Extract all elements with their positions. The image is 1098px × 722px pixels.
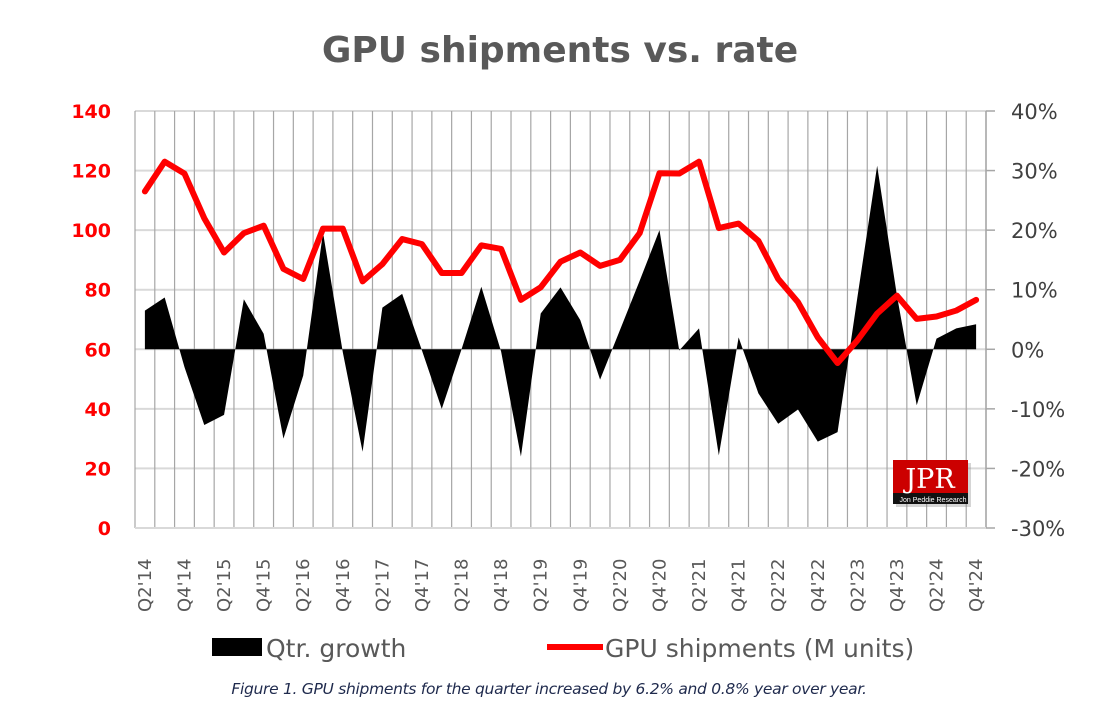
x-tick-label: Q2'20 bbox=[610, 559, 631, 612]
left-tick-label: 80 bbox=[85, 280, 111, 302]
x-tick-label: Q2'14 bbox=[135, 559, 156, 612]
gridlines bbox=[134, 110, 987, 529]
chart-title: GPU shipments vs. rate bbox=[322, 30, 798, 71]
jpr-logo: JPR Jon Peddie Research bbox=[893, 460, 971, 507]
x-tick-label: Q4'22 bbox=[808, 559, 829, 612]
left-axis-ticks: 0 20 40 60 80 100 120 140 bbox=[71, 101, 111, 540]
jpr-logo-subtext: Jon Peddie Research bbox=[900, 497, 967, 504]
qtr-growth-area-layer bbox=[144, 165, 977, 457]
x-tick-label: Q2'22 bbox=[768, 559, 789, 612]
left-tick-label: 100 bbox=[71, 220, 111, 242]
right-tick-label: 40% bbox=[1011, 100, 1058, 124]
right-tick-label: -10% bbox=[1011, 398, 1065, 422]
left-tick-label: 60 bbox=[85, 339, 111, 361]
x-tick-label: Q4'15 bbox=[254, 559, 275, 612]
legend: Qtr. growth GPU shipments (M units) bbox=[212, 634, 914, 663]
x-tick-label: Q2'21 bbox=[689, 559, 710, 612]
x-tick-label: Q2'17 bbox=[372, 559, 393, 612]
x-tick-label: Q4'24 bbox=[966, 559, 987, 612]
legend-label-qtr-growth: Qtr. growth bbox=[266, 634, 406, 663]
right-tick-label: 10% bbox=[1011, 279, 1058, 303]
shipments-line-layer bbox=[141, 158, 980, 366]
left-tick-label: 20 bbox=[85, 458, 111, 480]
right-tick-label: 20% bbox=[1011, 219, 1058, 243]
left-tick-label: 120 bbox=[71, 161, 111, 183]
qtr-growth-area bbox=[144, 165, 977, 457]
right-tick-label: -20% bbox=[1011, 457, 1065, 481]
x-tick-label: Q2'23 bbox=[847, 559, 868, 612]
x-tick-label: Q4'23 bbox=[887, 559, 908, 612]
x-tick-label: Q4'19 bbox=[570, 559, 591, 612]
jpr-logo-red bbox=[893, 460, 968, 493]
x-tick-label: Q4'17 bbox=[412, 559, 433, 612]
legend-swatch-qtr-growth bbox=[212, 638, 262, 656]
jpr-logo-text: JPR bbox=[902, 464, 955, 495]
x-tick-label: Q2'19 bbox=[531, 559, 552, 612]
x-tick-label: Q4'21 bbox=[729, 559, 750, 612]
x-tick-label: Q4'18 bbox=[491, 559, 512, 612]
right-axis-ticks: -30% -20% -10% 0% 10% 20% 30% 40% bbox=[986, 100, 1065, 541]
legend-label-shipments: GPU shipments (M units) bbox=[605, 634, 914, 663]
left-tick-label: 0 bbox=[98, 518, 111, 540]
x-tick-label: Q2'16 bbox=[293, 559, 314, 612]
left-tick-label: 40 bbox=[85, 399, 111, 421]
left-tick-label: 140 bbox=[71, 101, 111, 123]
jpr-logo-black bbox=[893, 493, 968, 504]
x-axis-ticks: Q2'14 Q4'14 Q2'15 Q4'15 Q2'16 Q4'16 Q2'17 Q4'17… bbox=[135, 559, 987, 612]
x-tick-label: Q2'18 bbox=[452, 559, 473, 612]
right-tick-label: -30% bbox=[1011, 517, 1065, 541]
x-tick-label: Q2'24 bbox=[927, 559, 948, 612]
x-tick-label: Q4'16 bbox=[333, 559, 354, 612]
right-tick-label: 0% bbox=[1011, 338, 1044, 362]
axes bbox=[135, 111, 987, 529]
right-tick-label: 30% bbox=[1011, 160, 1058, 184]
x-tick-label: Q2'15 bbox=[214, 559, 235, 612]
x-tick-label: Q4'14 bbox=[174, 559, 195, 612]
x-tick-label: Q4'20 bbox=[649, 559, 670, 612]
figure-caption: Figure 1. GPU shipments for the quarter … bbox=[231, 680, 867, 698]
